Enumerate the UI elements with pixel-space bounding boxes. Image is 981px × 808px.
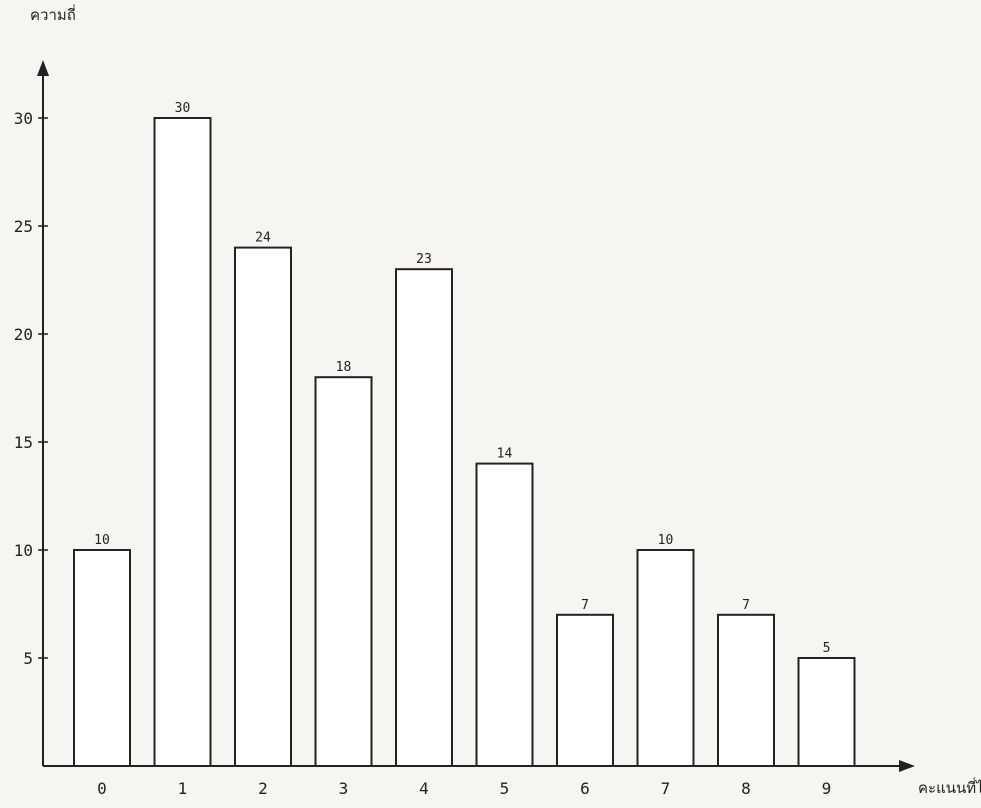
bar-data-label: 10 bbox=[94, 533, 110, 548]
x-tick-label: 1 bbox=[178, 779, 188, 798]
y-tick-label: 30 bbox=[14, 109, 33, 128]
bar bbox=[234, 246, 292, 768]
x-tick-label: 6 bbox=[580, 779, 590, 798]
bars-group bbox=[73, 117, 856, 768]
bar-data-label: 23 bbox=[416, 252, 432, 267]
bar bbox=[395, 268, 453, 767]
bar bbox=[717, 613, 775, 767]
y-axis-title: ความถี่ bbox=[30, 4, 76, 24]
bar bbox=[314, 376, 373, 767]
bar bbox=[797, 657, 856, 767]
bar bbox=[153, 117, 212, 767]
x-tick-label: 8 bbox=[741, 779, 751, 798]
bar-data-label: 7 bbox=[581, 598, 589, 613]
x-tick-label: 3 bbox=[339, 779, 349, 798]
x-tick-label: 4 bbox=[419, 779, 429, 798]
bar-data-label: 18 bbox=[336, 360, 352, 375]
x-axis-title: คะแนนที่ได้ bbox=[918, 777, 981, 797]
x-ticks-group: 0 1 2 3 4 5 6 7 8 9 bbox=[97, 779, 831, 798]
bar bbox=[636, 549, 695, 767]
y-tick-label: 20 bbox=[14, 325, 33, 344]
x-tick-label: 5 bbox=[500, 779, 510, 798]
y-tick-label: 15 bbox=[14, 433, 33, 452]
data-labels-group: 10 30 24 18 23 14 7 10 7 5 bbox=[94, 101, 830, 656]
bar-data-label: 30 bbox=[175, 101, 191, 116]
bar-data-label: 7 bbox=[742, 598, 750, 613]
y-ticks-group: 5 10 15 20 25 30 bbox=[14, 109, 48, 668]
y-axis-arrow-icon bbox=[37, 60, 49, 76]
bar bbox=[556, 613, 614, 767]
x-tick-label: 2 bbox=[258, 779, 268, 798]
bar-data-label: 10 bbox=[658, 533, 674, 548]
x-tick-label: 0 bbox=[97, 779, 107, 798]
bar-data-label: 14 bbox=[497, 447, 513, 462]
x-tick-label: 9 bbox=[822, 779, 832, 798]
y-tick-label: 5 bbox=[23, 649, 33, 668]
y-tick-label: 10 bbox=[14, 541, 33, 560]
x-tick-label: 7 bbox=[661, 779, 671, 798]
bar-data-label: 5 bbox=[823, 641, 831, 656]
bar bbox=[475, 462, 534, 767]
bar-data-label: 24 bbox=[255, 231, 271, 246]
x-axis-arrow-icon bbox=[899, 760, 915, 772]
bar bbox=[73, 549, 131, 767]
y-tick-label: 25 bbox=[14, 217, 33, 236]
